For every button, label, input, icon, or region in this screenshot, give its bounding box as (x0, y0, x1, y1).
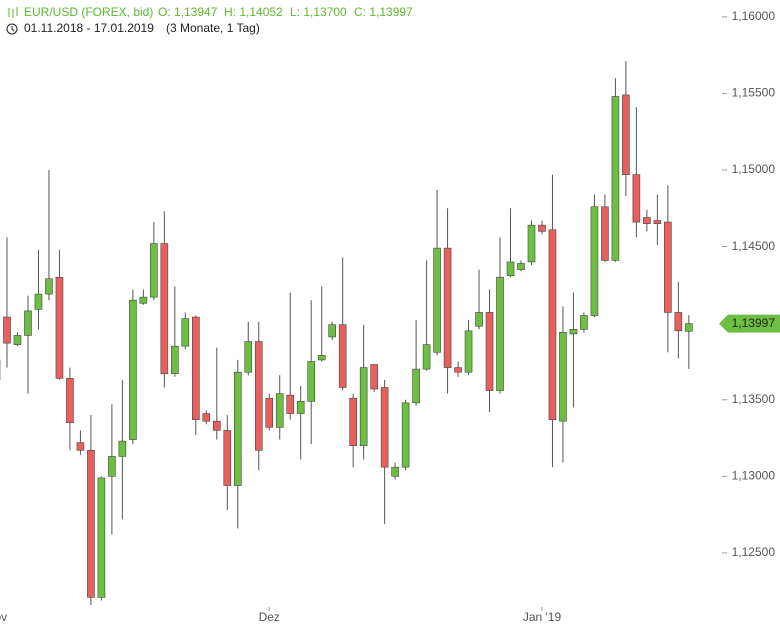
candle-body (254, 341, 263, 451)
candle-body (412, 368, 420, 404)
candle-body (632, 174, 641, 223)
candle-body (13, 335, 22, 345)
candle-body (97, 477, 106, 598)
candle-body (370, 364, 378, 390)
candle-body (506, 261, 515, 276)
clock-icon (6, 23, 18, 35)
candle-body (317, 355, 326, 361)
candle-body (590, 206, 599, 316)
y-tick-label: 1,13000 (732, 469, 776, 483)
candle-body (643, 217, 651, 224)
x-tick-label: Dez (259, 610, 280, 624)
y-tick-label: 1,16000 (732, 9, 776, 23)
candle-body (349, 397, 357, 447)
candle-body (202, 413, 211, 422)
candle-body (496, 276, 504, 391)
candle-body (265, 397, 274, 428)
candle-body (286, 394, 295, 414)
candle-body (118, 440, 127, 457)
candle-body (223, 430, 232, 486)
candle-body (391, 466, 399, 477)
period: (3 Monate, 1 Tag) (166, 21, 260, 35)
candle-body (664, 221, 672, 313)
last-price-tag (719, 314, 780, 333)
candle-body (580, 315, 588, 330)
candle-body (611, 96, 620, 261)
candle-body (422, 344, 431, 370)
candle-body (24, 310, 32, 336)
candle-body (139, 296, 148, 304)
candle-body (548, 229, 557, 420)
candle-body (443, 247, 452, 368)
candle-body (150, 243, 158, 298)
quote-open: O: 1,13947 (158, 5, 218, 19)
y-tick-label: 1,12500 (732, 545, 776, 559)
candle-body (359, 367, 368, 447)
candle-body (401, 402, 410, 468)
candle-body (87, 450, 95, 598)
candle-body (275, 393, 284, 428)
chart-title: EUR/USD (FOREX, bid) (24, 5, 153, 19)
candle-body (244, 341, 253, 373)
candle-body (181, 318, 190, 347)
date-range: 01.11.2018 - 17.01.2019 (24, 21, 154, 35)
candle-body (517, 263, 525, 270)
quote-low: L: 1,13700 (290, 5, 347, 19)
quote-close: C: 1,13997 (354, 5, 413, 19)
candle-body (380, 387, 389, 468)
candle-body (433, 247, 441, 353)
candle-body (307, 361, 316, 402)
candle-body (192, 316, 200, 420)
last-price-label: 1,13997 (732, 316, 776, 330)
y-tick-label: 1,13500 (732, 392, 776, 406)
candle-body (464, 330, 473, 373)
candle-body (475, 312, 483, 327)
quote-high: H: 1,14052 (224, 5, 283, 19)
candle-body (674, 312, 683, 332)
candle-body (601, 206, 609, 261)
y-tick-label: 1,15000 (732, 162, 776, 176)
candle-body (559, 332, 567, 422)
header-icon (8, 7, 18, 18)
candle-body (485, 312, 494, 391)
candle-body (569, 329, 578, 335)
candle-body (653, 220, 662, 224)
candle-body (296, 400, 305, 414)
candle-body (55, 276, 64, 379)
candle-body (129, 299, 137, 440)
x-tick-label: Nov (0, 610, 7, 624)
plot (0, 61, 693, 605)
candle-body (454, 367, 462, 373)
candle-body (233, 371, 242, 486)
y-tick-label: 1,14500 (732, 239, 776, 253)
candle-body (338, 324, 347, 388)
x-tick-label: Jan '19 (523, 610, 562, 624)
candle-body (3, 316, 11, 344)
candle-body (160, 243, 169, 375)
y-tick-label: 1,15500 (732, 86, 776, 100)
candle-body (108, 456, 116, 477)
candle-body (45, 278, 53, 295)
candle-body (34, 293, 43, 310)
candle-body (328, 324, 336, 338)
candle-body (66, 378, 74, 424)
candle-body (76, 442, 85, 451)
candle-body (212, 420, 221, 431)
candle-body (171, 345, 179, 375)
candle-body (527, 224, 536, 263)
candle-body (685, 323, 693, 332)
candle-body (622, 94, 630, 175)
candle-body (538, 224, 546, 232)
